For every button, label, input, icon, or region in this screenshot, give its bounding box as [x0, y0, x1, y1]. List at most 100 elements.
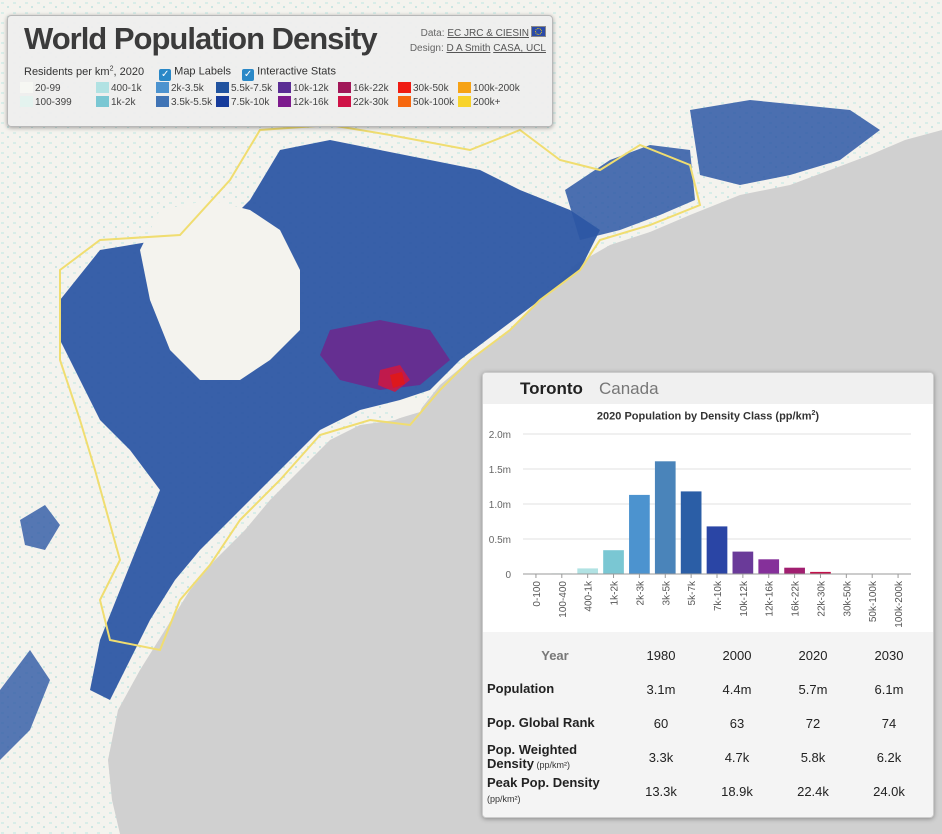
bar	[680, 491, 702, 574]
legend-item: 1k-2k	[96, 96, 135, 109]
data-source-link[interactable]: EC JRC & CIESIN	[447, 28, 529, 39]
legend-label: 30k-50k	[413, 83, 449, 94]
stats-cell: 6.2k	[876, 749, 902, 765]
legend-swatch	[216, 82, 229, 93]
legend-panel: World Population Density Data: EC JRC & …	[7, 15, 553, 127]
stats-header-row: Year 1980 2000 2020 2030	[487, 638, 927, 672]
legend-label: 3.5k-5.5k	[171, 97, 213, 108]
stats-cell: 4.7k	[724, 749, 750, 765]
legend-item: 30k-50k	[398, 82, 449, 95]
legend-item: 2k-3.5k	[156, 82, 204, 95]
stats-cell: 6.1m	[874, 681, 904, 697]
unit-label: (pp/km²)	[533, 759, 570, 770]
interactive-stats-label[interactable]: Interactive Stats	[257, 65, 336, 78]
stats-cell: 3.1m	[646, 681, 676, 697]
chart-title: 2020 Population by Density Class (pp/km2…	[596, 410, 820, 423]
legend-label: 16k-22k	[353, 83, 389, 94]
stats-cell: 63	[729, 715, 745, 731]
city-stats-panel: Toronto Canada 2020 Population by Densit…	[482, 372, 934, 818]
x-tick-label: 22k-30k	[816, 580, 827, 617]
legend-swatch	[156, 82, 169, 93]
legend-item: 22k-30k	[338, 96, 389, 109]
legend-swatch	[398, 82, 411, 93]
bar	[732, 551, 754, 574]
map-labels-label[interactable]: Map Labels	[174, 65, 232, 78]
legend-label: 1k-2k	[111, 97, 136, 108]
density-bar-chart: 0 0.5m 1.0m 1.5m 2.0m 0-100 100-400 400-1k 1k-2k…	[489, 430, 911, 628]
credits: Data: EC JRC & CIESIN Design: D A Smith …	[410, 26, 546, 56]
x-tick-label: 5k-7k	[687, 580, 698, 605]
stats-table: Year 1980 2000 2020 2030 Population 3.1m 4.4m 5.…	[487, 638, 927, 808]
map-labels-checkbox[interactable]: ✓	[159, 68, 172, 81]
stats-row: Peak Pop. Density (pp/km²) 13.3k 18.9k 22.4…	[487, 774, 927, 808]
legend-swatch	[458, 96, 471, 107]
stats-cell: 74	[881, 715, 897, 731]
legend-item: 50k-100k	[398, 96, 454, 109]
stats-cell: 60	[653, 715, 669, 731]
legend-controls: Residents per km2, 2020 ✓ Map Labels ✓ Int…	[24, 65, 336, 81]
x-tick-label: 30k-50k	[842, 580, 853, 617]
interactive-stats-checkbox[interactable]: ✓	[242, 68, 255, 81]
legend-item: 10k-12k	[278, 82, 329, 95]
legend-swatch	[156, 96, 169, 107]
legend-item: 200k+	[458, 96, 501, 109]
legend-item: 5.5k-7.5k	[216, 82, 272, 95]
legend-label: 200k+	[473, 97, 501, 108]
legend-swatch	[96, 82, 109, 93]
bar	[706, 526, 728, 574]
eu-flag-icon	[531, 26, 546, 37]
bar	[810, 571, 831, 574]
x-tick-label: 50k-100k	[868, 580, 879, 622]
legend-swatch	[338, 96, 351, 107]
y-tick-label: 2.0m	[489, 430, 511, 441]
legend-item: 100k-200k	[458, 82, 520, 95]
legend-label: 5.5k-7.5k	[231, 83, 273, 94]
y-tick-label: 1.0m	[489, 500, 511, 511]
x-tick-label: 7k-10k	[713, 580, 724, 611]
legend-item: 16k-22k	[338, 82, 389, 95]
legend-swatch	[20, 96, 33, 107]
stats-row: Population 3.1m 4.4m 5.7m 6.1m	[487, 672, 927, 706]
x-tick-label: 1k-2k	[610, 580, 621, 605]
country-name: Canada	[599, 379, 659, 398]
data-label: Data:	[420, 28, 445, 39]
x-tick-label: 100k-200k	[894, 580, 905, 628]
residents-label: Residents per km2, 2020	[24, 65, 145, 78]
legend-label: 2k-3.5k	[171, 83, 204, 94]
stats-row: Pop. Global Rank 60 63 72 74	[487, 706, 927, 740]
year-header: 2000	[722, 647, 752, 663]
toronto-islands	[385, 398, 425, 418]
x-tick-label: 400-1k	[584, 580, 595, 612]
legend-label: 100k-200k	[473, 83, 520, 94]
x-tick-label: 0-100	[532, 581, 543, 607]
year-header: 2030	[874, 647, 904, 663]
stats-cell: 13.3k	[645, 783, 677, 799]
design-label: Design:	[409, 43, 444, 54]
y-tick-label: 0	[505, 570, 511, 581]
page-title: World Population Density	[24, 21, 378, 56]
legend-label: 10k-12k	[293, 83, 329, 94]
legend-item: 7.5k-10k	[216, 96, 269, 109]
legend-label: 50k-100k	[413, 97, 455, 108]
x-tick-label: 12k-16k	[765, 580, 776, 617]
stats-cell: 24.0k	[873, 783, 905, 799]
design-author-link[interactable]: D A Smith	[446, 43, 491, 54]
year-header: 1980	[646, 647, 676, 663]
stats-cell: 18.9k	[721, 783, 753, 799]
stats-row: Pop. Weighted Density (pp/km²) 3.3k 4.7k 5.…	[487, 740, 927, 774]
legend-label: 22k-30k	[353, 97, 389, 108]
legend-swatch	[278, 82, 291, 93]
stats-cell: 72	[805, 715, 821, 731]
stats-cell: 3.3k	[648, 749, 674, 765]
stats-cell: 4.4m	[722, 681, 752, 697]
legend-item: 400-1k	[96, 82, 142, 95]
bar	[629, 494, 650, 574]
city-header: Toronto Canada	[483, 373, 933, 404]
city-name: Toronto	[520, 379, 583, 398]
design-org-link[interactable]: CASA, UCL	[493, 43, 546, 54]
stats-row-label: Pop. Global Rank	[487, 715, 595, 730]
legend-item: 20-99	[20, 82, 61, 95]
legend-swatch	[338, 82, 351, 93]
legend-label: 100-399	[35, 97, 72, 108]
legend-swatch	[398, 96, 411, 107]
